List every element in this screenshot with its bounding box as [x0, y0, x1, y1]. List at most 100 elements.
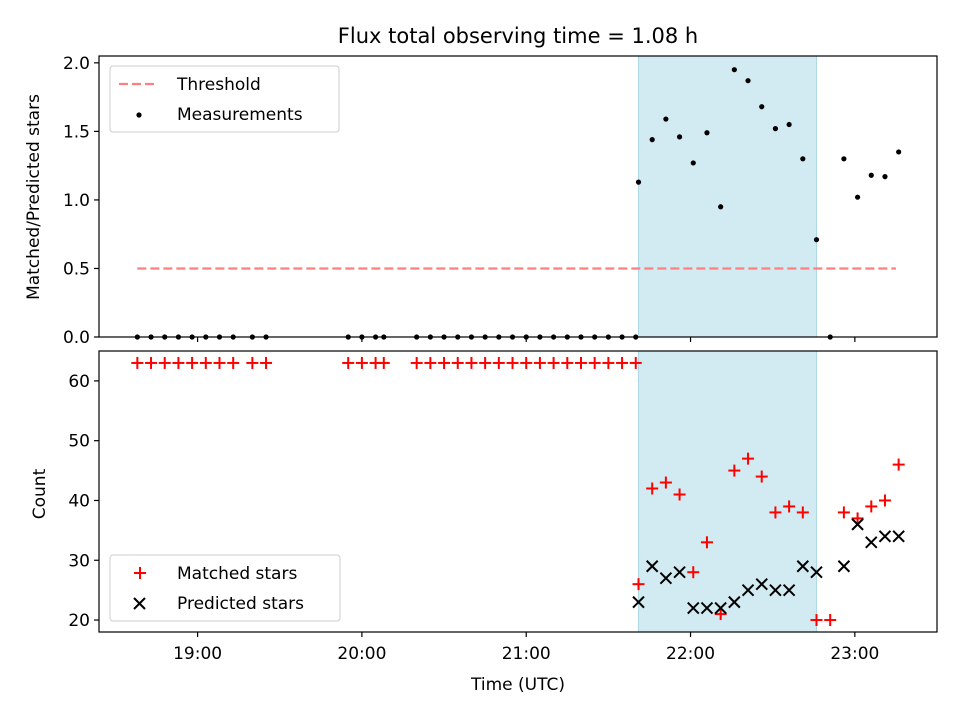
- matched-star-point: [810, 614, 823, 627]
- bottom-legend: Matched stars Predicted stars: [109, 554, 341, 622]
- matched-star-point: [629, 356, 642, 369]
- matched-star-point: [769, 506, 782, 519]
- x-tick-label: 22:00: [666, 644, 715, 664]
- matched-star-point: [438, 356, 451, 369]
- top-panel: 0.00.51.01.52.0 Matched/Predicted stars …: [24, 54, 938, 348]
- measurement-point: [690, 160, 696, 166]
- y-tick-label: 60: [68, 372, 90, 392]
- matched-star-point: [260, 356, 273, 369]
- matched-stars-series: [131, 356, 905, 627]
- matched-star-point: [213, 356, 226, 369]
- predicted-star-point: [851, 518, 864, 531]
- matched-star-point: [199, 356, 212, 369]
- matched-star-point: [616, 356, 629, 369]
- top-legend-frame: [109, 65, 340, 133]
- predicted-stars-series: [632, 518, 905, 615]
- matched-star-point: [588, 356, 601, 369]
- measurement-point: [745, 78, 751, 84]
- matched-star-point: [506, 356, 519, 369]
- matched-star-point: [492, 356, 505, 369]
- measurement-point: [841, 156, 847, 162]
- top-highlight-span: [637, 55, 818, 338]
- matched-star-point: [424, 356, 437, 369]
- matched-star-point: [451, 356, 464, 369]
- predicted-star-point: [769, 583, 782, 597]
- matched-star-point: [227, 356, 240, 369]
- matched-star-point: [728, 464, 741, 477]
- legend-measurements-label: Measurements: [177, 105, 303, 125]
- matched-star-point: [533, 356, 546, 369]
- x-tick-label: 21:00: [502, 644, 551, 664]
- top-legend: Threshold Measurements: [109, 65, 340, 133]
- x-tick-label: 23:00: [830, 644, 879, 664]
- measurement-point: [676, 134, 683, 140]
- y-tick-label: 0.5: [63, 259, 90, 279]
- legend-threshold-label: Threshold: [176, 75, 261, 95]
- legend-predicted-label: Predicted stars: [177, 594, 304, 614]
- top-y-axis: 0.0 0.5 1.0 1.5 2.0: [63, 54, 99, 348]
- y-tick-label: 1.5: [63, 122, 90, 142]
- measurement-point: [896, 149, 902, 155]
- measurement-point: [882, 174, 888, 180]
- chart-title: Flux total observing time = 1.08 h: [338, 24, 698, 48]
- matched-star-point: [755, 470, 768, 483]
- matched-star-point: [851, 512, 864, 525]
- matched-star-point: [796, 506, 809, 519]
- matched-star-point: [602, 356, 615, 369]
- bottom-plot-frame: [98, 350, 938, 633]
- matched-star-point: [355, 356, 368, 369]
- predicted-star-point: [878, 530, 892, 543]
- y-tick-label: 20: [68, 611, 90, 631]
- measurement-point: [772, 126, 779, 132]
- predicted-star-point: [796, 560, 810, 573]
- matched-star-point: [158, 356, 171, 369]
- matched-star-point: [342, 356, 355, 369]
- matched-star-point: [246, 356, 259, 369]
- predicted-star-point: [755, 577, 768, 591]
- predicted-star-point: [700, 601, 714, 615]
- measurement-point: [868, 172, 874, 178]
- measurement-point: [786, 121, 792, 128]
- measurement-point: [854, 194, 861, 200]
- matched-star-point: [824, 614, 837, 627]
- matched-star-point: [865, 500, 878, 513]
- matched-star-point: [700, 536, 713, 549]
- predicted-star-point: [892, 530, 905, 543]
- predicted-star-point: [645, 560, 659, 573]
- matched-star-point: [561, 356, 574, 369]
- top-y-axis-label: Matched/Predicted stars: [24, 94, 44, 300]
- measurement-point: [731, 67, 737, 73]
- legend-matched-label: Matched stars: [177, 564, 297, 584]
- legend-matched-swatch: [134, 567, 146, 579]
- bottom-x-axis: 19:00 20:00 21:00 22:00 23:00: [173, 632, 879, 664]
- y-tick-label: 0.0: [63, 328, 90, 348]
- measurement-point: [663, 116, 669, 122]
- matched-star-point: [377, 356, 390, 369]
- predicted-star-point: [687, 601, 700, 615]
- measurement-point: [800, 156, 806, 162]
- measurement-point: [718, 204, 724, 210]
- matched-star-point: [520, 356, 533, 369]
- y-tick-label: 30: [68, 551, 90, 571]
- matched-star-point: [632, 578, 645, 591]
- matched-star-point: [186, 356, 199, 369]
- matched-star-point: [687, 566, 700, 579]
- matched-star-point: [714, 608, 727, 621]
- matched-star-point: [479, 356, 492, 369]
- matched-star-point: [892, 458, 905, 471]
- y-tick-label: 1.0: [63, 191, 90, 211]
- predicted-star-point: [659, 571, 673, 585]
- predicted-star-point: [782, 583, 796, 597]
- predicted-star-point: [673, 566, 686, 579]
- matched-star-point: [878, 494, 891, 507]
- matched-star-point: [547, 356, 560, 369]
- bottom-legend-frame: [109, 554, 341, 622]
- matched-star-point: [172, 356, 185, 369]
- bottom-y-axis-label: Count: [30, 468, 50, 519]
- predicted-star-point: [714, 601, 727, 615]
- measurement-point: [813, 237, 820, 243]
- measurement-point: [635, 179, 642, 185]
- matched-star-point: [783, 500, 796, 513]
- matched-star-point: [659, 476, 672, 489]
